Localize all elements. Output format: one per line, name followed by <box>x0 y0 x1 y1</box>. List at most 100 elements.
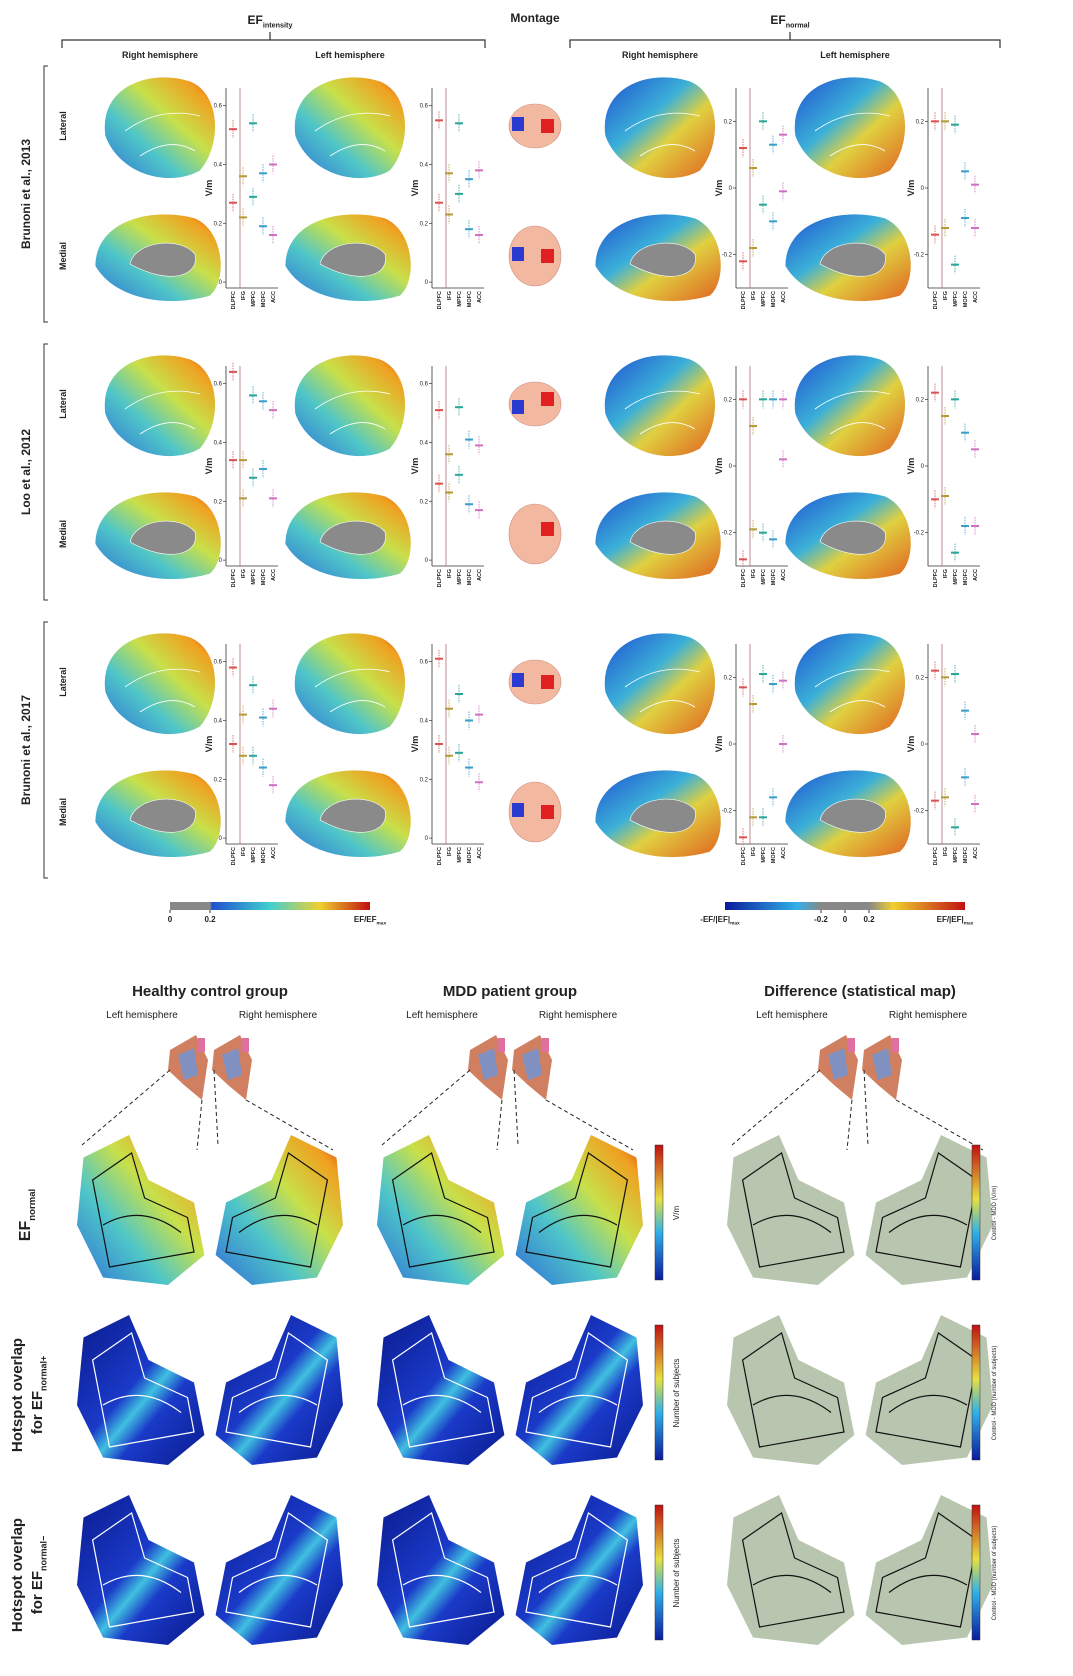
region-label-group: MPFC <box>953 291 959 307</box>
region-label-group: MPFC <box>457 569 463 585</box>
zoom-line <box>196 1099 203 1151</box>
zoom-line <box>81 1069 171 1146</box>
flatmap <box>865 1315 993 1465</box>
medial-wall <box>819 520 886 555</box>
view-label-group: Lateral <box>58 667 68 697</box>
region-label-group: ACC <box>781 847 787 859</box>
region-label: MOFC <box>467 847 473 863</box>
region-label: MPFC <box>953 847 959 863</box>
row-bracket <box>43 621 48 879</box>
region-label: ACC <box>271 847 277 859</box>
colorbar-end-label: EF/|EF|max <box>937 915 974 926</box>
y-axis-label: V/m <box>714 458 724 475</box>
view-label: Lateral <box>58 389 68 419</box>
y-tick-label: 0.4 <box>214 718 223 724</box>
region-label: DLPFC <box>933 291 939 309</box>
colorbar-label: Control - MDD (V/m) <box>992 1186 998 1241</box>
y-tick-label: 0 <box>921 464 925 470</box>
region-label: ACC <box>271 291 277 303</box>
sulcus <box>124 112 201 157</box>
colorbar-tick-label: -0.2 <box>814 915 828 924</box>
region-label-group: DLPFC <box>437 847 443 865</box>
header-ef-intensity: EFintensity <box>248 13 293 30</box>
brain-lateral <box>104 632 216 735</box>
region-label-group: ACC <box>973 847 979 859</box>
region-label-group: MPFC <box>761 847 767 863</box>
y-tick-label: -0.2 <box>914 809 925 815</box>
y-tick-label: -0.2 <box>722 253 733 259</box>
region-label: IFG <box>241 569 247 578</box>
region-label: DLPFC <box>437 291 443 309</box>
flatmap <box>215 1495 343 1645</box>
region-label-group: ACC <box>973 291 979 303</box>
label-part: for EF <box>29 1391 46 1434</box>
region-label-group: IFG <box>241 291 247 300</box>
region-label: IFG <box>943 847 949 856</box>
region-label-group: DLPFC <box>741 291 747 309</box>
y-tick-label: 0.6 <box>420 104 429 110</box>
colorbar-tick-label: 0 <box>843 915 848 924</box>
region-label-group: MOFC <box>467 847 473 863</box>
y-tick-label: 0.2 <box>916 119 925 125</box>
row-label: for EFnormal+ <box>29 1356 49 1435</box>
region-label-group: MOFC <box>261 291 267 307</box>
region-label: IFG <box>751 847 757 856</box>
region-label: MOFC <box>963 569 969 585</box>
region-label: ACC <box>477 569 483 581</box>
brain-lateral <box>794 632 906 735</box>
sulcus <box>624 390 701 435</box>
region-label-group: DLPFC <box>231 291 237 309</box>
y-tick-label: 0.4 <box>420 440 429 446</box>
colorbar-label: Control - MDD (number of subjects) <box>992 1526 998 1621</box>
hemisphere-label: Right hemisphere <box>122 50 198 60</box>
flatmap <box>865 1135 993 1285</box>
y-axis-label: V/m <box>204 458 214 475</box>
brain-lateral <box>604 354 716 457</box>
y-axis-label: V/m <box>906 180 916 197</box>
subscript: max <box>377 921 387 926</box>
montage-head <box>508 503 562 565</box>
region-label: DLPFC <box>231 847 237 865</box>
sulcus <box>814 112 891 157</box>
region-label-group: IFG <box>751 569 757 578</box>
row-label: for EFnormal− <box>29 1536 49 1615</box>
region-outline <box>741 1332 845 1448</box>
y-axis-label: V/m <box>714 180 724 197</box>
montage-electrode-anode <box>541 392 554 406</box>
colorbar-label-group: Control - MDD (number of subjects) <box>992 1526 998 1621</box>
label-part: EF <box>770 13 785 27</box>
region-label-group: IFG <box>447 847 453 856</box>
region-label-group: MPFC <box>761 291 767 307</box>
brain-lateral <box>294 632 406 735</box>
region-label-group: DLPFC <box>933 291 939 309</box>
zoom-line <box>496 1099 503 1151</box>
medial-wall <box>819 798 886 833</box>
region-label: MPFC <box>761 291 767 307</box>
colorbar <box>971 1324 981 1461</box>
region-label-group: MPFC <box>761 569 767 585</box>
study-label: Brunoni et al., 2013 <box>19 139 33 249</box>
hemisphere-label: Right hemisphere <box>539 1010 618 1021</box>
colorbar <box>971 1144 981 1281</box>
inset-region <box>498 1038 505 1052</box>
sulcus <box>814 668 891 713</box>
region-label-group: MOFC <box>963 569 969 585</box>
flatmap <box>727 1315 855 1465</box>
study-label-group: Brunoni et al., 2017 <box>19 695 33 805</box>
row-label-group: Hotspot overlap for EFnormal− <box>9 1518 49 1632</box>
y-label-group: V/m <box>714 736 724 753</box>
medial-wall <box>629 798 696 833</box>
region-label: MPFC <box>457 291 463 307</box>
group-title: MDD patient group <box>443 983 577 1000</box>
region-label: DLPFC <box>437 569 443 587</box>
flatmap <box>727 1135 855 1285</box>
subscript: max <box>730 921 740 926</box>
region-outline <box>391 1152 495 1268</box>
medial-wall <box>129 520 196 555</box>
y-tick-label: 0.2 <box>420 221 429 227</box>
inset-region <box>872 1048 892 1080</box>
region-label-group: MOFC <box>261 847 267 863</box>
y-tick-label: 0 <box>219 558 223 564</box>
region-label: IFG <box>943 569 949 578</box>
brain-lateral <box>294 76 406 179</box>
